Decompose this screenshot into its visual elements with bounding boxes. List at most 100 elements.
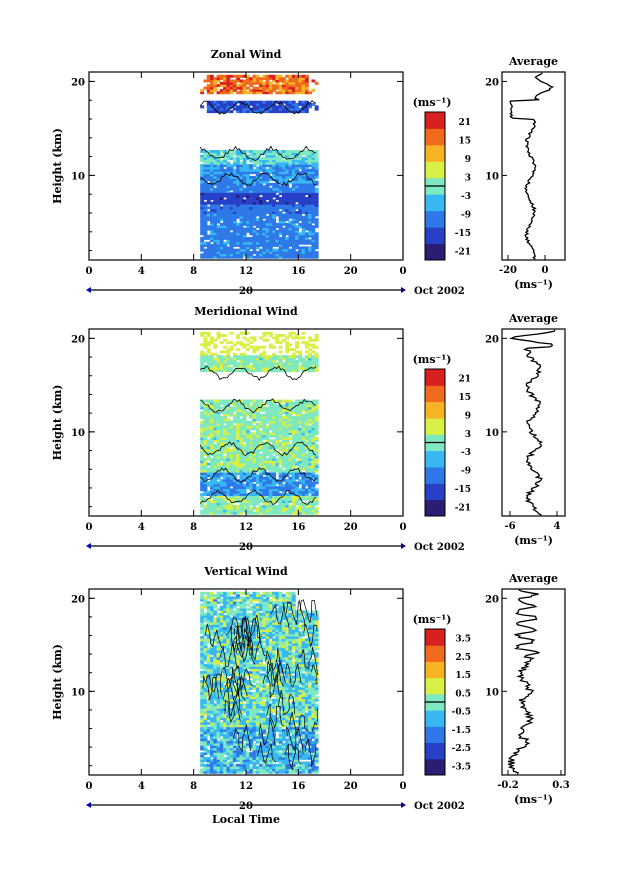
- heatmap-cell: [275, 241, 280, 245]
- heatmap-cell: [268, 103, 273, 106]
- heatmap-cell: [206, 455, 211, 459]
- heatmap-cell: [236, 698, 241, 702]
- heatmap-cell: [203, 251, 208, 254]
- heatmap-cell: [210, 615, 214, 618]
- heatmap-cell: [229, 476, 234, 480]
- heatmap-cell: [203, 208, 208, 212]
- heatmap-cell: [252, 103, 257, 106]
- heatmap-cell: [200, 416, 205, 419]
- heatmap-cell: [278, 500, 283, 503]
- heatmap-cell: [223, 362, 227, 366]
- heatmap-cell: [210, 759, 214, 763]
- heatmap-cell: [200, 343, 205, 347]
- heatmap-cell: [282, 255, 286, 259]
- heatmap-cell: [200, 596, 205, 600]
- heatmap-cell: [255, 237, 260, 240]
- heatmap-cell: [216, 178, 221, 182]
- heatmap-cell: [298, 493, 303, 496]
- heatmap-cell: [314, 213, 319, 217]
- heatmap-cell: [213, 770, 218, 774]
- heatmap-cell: [203, 211, 208, 214]
- heatmap-cell: [216, 150, 221, 153]
- heatmap-cell: [259, 511, 263, 515]
- heatmap-cell: [206, 591, 211, 595]
- heatmap-cell: [288, 495, 293, 499]
- heatmap-cell: [229, 215, 234, 219]
- heatmap-cell: [239, 467, 244, 471]
- heatmap-cell: [242, 187, 247, 191]
- heatmap-cell: [291, 227, 296, 231]
- heatmap-cell: [285, 401, 290, 405]
- heatmap-cell: [314, 490, 319, 494]
- heatmap-cell: [210, 483, 214, 487]
- heatmap-cell: [226, 432, 231, 436]
- heatmap-cell: [236, 652, 241, 656]
- heatmap-cell: [203, 740, 208, 744]
- heatmap-cell: [262, 185, 267, 189]
- heatmap-cell: [216, 110, 221, 114]
- heatmap-cell: [223, 624, 227, 628]
- colorbar-swatch: [425, 227, 445, 244]
- heatmap-cell: [304, 469, 309, 473]
- heatmap-cell: [308, 446, 312, 450]
- heatmap-cell: [314, 164, 319, 168]
- heatmap-cell: [203, 633, 208, 637]
- heatmap-cell: [232, 439, 237, 443]
- heatmap-cell: [239, 110, 244, 114]
- heatmap-cell: [252, 237, 257, 240]
- heatmap-cell: [232, 719, 237, 723]
- heatmap-cell: [219, 507, 224, 510]
- heatmap-cell: [223, 187, 227, 191]
- heatmap-cell: [203, 617, 208, 621]
- heatmap-cell: [239, 84, 244, 88]
- heatmap-cell: [265, 251, 270, 254]
- heatmap-cell: [239, 215, 244, 219]
- heatmap-cell: [301, 105, 306, 109]
- heatmap-cell: [262, 420, 267, 424]
- heatmap-cell: [308, 241, 312, 245]
- heatmap-cell: [226, 715, 231, 718]
- heatmap-cell: [272, 204, 277, 207]
- heatmap-cell: [226, 420, 231, 424]
- heatmap-cell: [200, 222, 205, 226]
- heatmap-cell: [291, 154, 296, 158]
- heatmap-cell: [255, 211, 260, 214]
- heatmap-cell: [255, 446, 260, 450]
- heatmap-cell: [206, 608, 211, 611]
- heatmap-cell: [223, 255, 227, 259]
- heatmap-cell: [278, 437, 283, 440]
- heatmap-cell: [213, 467, 218, 471]
- heatmap-cell: [262, 91, 267, 95]
- heatmap-cell: [236, 180, 241, 184]
- heatmap-cell: [255, 86, 260, 90]
- heatmap-cell: [314, 430, 319, 433]
- heatmap-cell: [275, 178, 280, 182]
- heatmap-cell: [259, 182, 263, 186]
- heatmap-cell: [314, 423, 319, 426]
- heatmap-cell: [232, 182, 237, 186]
- heatmap-cell: [226, 733, 231, 737]
- heatmap-cell: [229, 86, 234, 90]
- heatmap-cell: [259, 467, 263, 471]
- heatmap-cell: [278, 157, 283, 161]
- heatmap-cell: [246, 364, 250, 368]
- heatmap-cell: [304, 220, 309, 224]
- heatmap-cell: [246, 206, 250, 210]
- heatmap-cell: [210, 661, 214, 665]
- heatmap-cell: [308, 357, 312, 361]
- heatmap-cell: [259, 81, 263, 85]
- heatmap-cell: [295, 455, 299, 459]
- heatmap-cell: [232, 357, 237, 361]
- heatmap-cell: [262, 490, 267, 494]
- heatmap-cell: [288, 239, 293, 243]
- heatmap-cell: [219, 689, 224, 693]
- heatmap-cell: [223, 481, 227, 485]
- heatmap-cell: [301, 180, 306, 184]
- heatmap-cell: [265, 425, 270, 429]
- heatmap-cell: [262, 173, 267, 177]
- heatmap-cell: [229, 103, 234, 106]
- heatmap-cell: [236, 511, 241, 515]
- heatmap-cell: [298, 161, 303, 165]
- heatmap-cell: [308, 150, 312, 153]
- heatmap-cell: [268, 182, 273, 186]
